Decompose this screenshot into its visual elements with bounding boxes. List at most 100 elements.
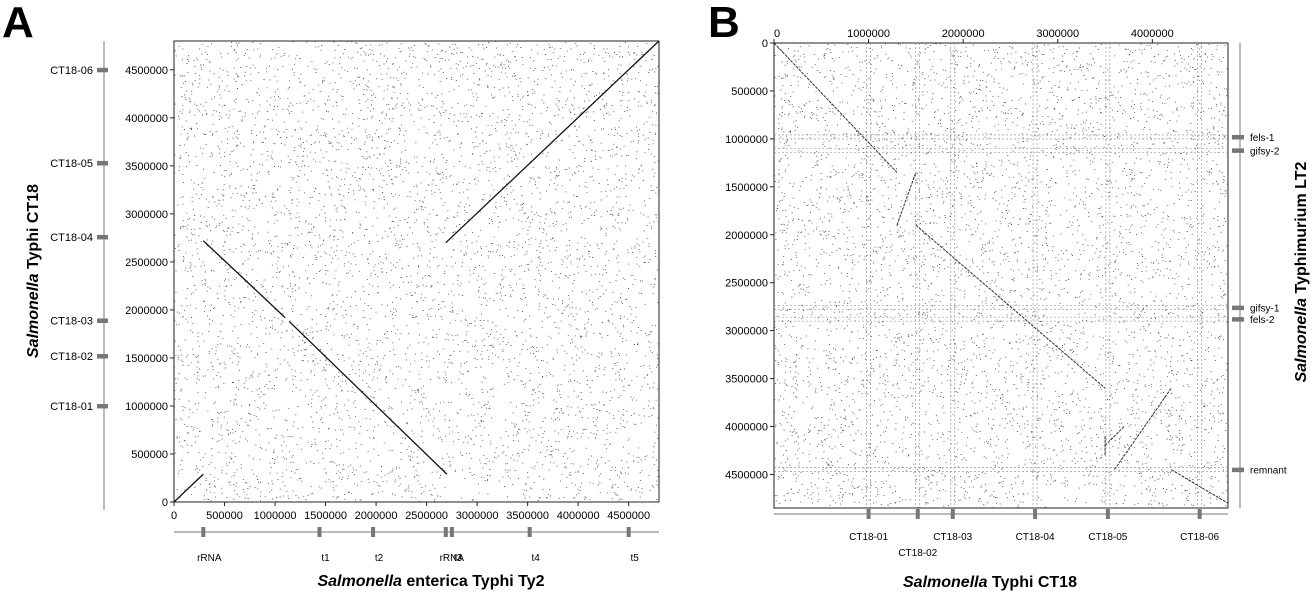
panel-a-y-tick-label: 4000000 (125, 113, 168, 125)
panel-a-y-feature-label: CT18-05 (50, 158, 93, 170)
panel-a-x-feature-label: t1 (321, 553, 330, 564)
panel-a-x-feature-label: rRNA (197, 553, 222, 564)
panel-a-y-tick-label: 2500000 (125, 257, 168, 269)
panel-b-alignment-segment (1104, 426, 1125, 447)
panel-a-y-feature-label: CT18-01 (50, 401, 93, 413)
panel-a-y-tick-label: 1500000 (125, 353, 168, 365)
panel-b-x-tick-label: 3000000 (1036, 28, 1079, 40)
panel-b-y-feature-label: fels-1 (1250, 133, 1275, 144)
panel-b-x-feature-marker (1033, 509, 1038, 519)
panel-a-x-feature-marker (201, 527, 206, 537)
panel-a-alignments (174, 41, 659, 502)
panel-a-x-tick-label: 1000000 (254, 510, 297, 522)
panel-b-x-feature-marker (950, 509, 955, 519)
panel-b-letter: B (708, 0, 740, 47)
panel-a-x-tick-label: 3000000 (456, 510, 499, 522)
panel-b-noise-dots (774, 43, 1228, 508)
panel-b-x-feature-label: CT18-05 (1088, 532, 1127, 543)
panel-b-y-tick-label: 500000 (731, 86, 768, 98)
panel-a-x-feature-marker (527, 527, 532, 537)
panel-a-y-feature-marker (97, 160, 108, 166)
panel-b-x-axis-title: Salmonella Typhi CT18 (903, 574, 1077, 591)
panel-b-x-feature-label: CT18-04 (1016, 532, 1055, 543)
panel-a-x-tick-label: 0 (171, 510, 177, 522)
panel-b-y-feature-label: remnant (1250, 466, 1287, 477)
panel-a-x-tick-label: 2000000 (355, 510, 398, 522)
panel-a-y-feature-label: CT18-03 (50, 315, 93, 327)
panel-b-alignments (774, 43, 1228, 504)
panel-b-noise (774, 43, 1228, 508)
panel-b-dot-plot: 0 1000000 2000000 3000000 4000000 0 500000 1000… (725, 28, 1310, 591)
panel-b-ticks: 0 1000000 2000000 3000000 4000000 0 500000 1000… (725, 28, 1174, 481)
panel-a-x-feature-marker (317, 527, 322, 537)
panel-b-x-tick-label: 0 (774, 28, 780, 40)
panel-a-y-axis-title: Salmonella Typhi CT18 (25, 184, 42, 358)
panel-a-y-feature-marker (97, 318, 108, 323)
panel-b-y-axis-title: Salmonella Typhimurium LT2 (1293, 162, 1310, 383)
panel-b-x-tick-label: 2000000 (942, 28, 985, 40)
panel-b-x-feature-label: CT18-01 (849, 532, 888, 543)
panel-a-x-feature-marker (626, 527, 631, 537)
panel-a-x-tick-label: 2500000 (405, 510, 448, 522)
panel-b-alignment-segment (896, 172, 917, 226)
panel-a-y-tick-label: 4500000 (125, 65, 168, 77)
panel-b-alignment-segment (774, 43, 898, 173)
panel-a-alignment-segment (174, 473, 204, 502)
panel-b-y-feature-marker (1232, 305, 1244, 311)
panel-a-y-tick-label: 3000000 (125, 209, 168, 221)
panel-a-noise (174, 41, 659, 502)
panel-a-y-tick-label: 1000000 (125, 401, 168, 413)
panel-b-feature-lines (774, 43, 1228, 508)
panel-b-y-feature-marker (1232, 134, 1244, 140)
panel-a-x-tick-label: 4500000 (607, 510, 650, 522)
panel-a-x-feature-marker (443, 527, 448, 537)
panel-a-letter: A (2, 0, 34, 47)
panel-b-x-feature-marker (866, 509, 871, 519)
panel-b-features: CT18-01 CT18-02 CT18-03 CT18-04 CT18-05 CT18-… (849, 133, 1287, 559)
panel-b-x-feature-marker (915, 509, 920, 519)
panel-a-y-tick-label: 3500000 (125, 161, 168, 173)
panel-b-y-tick-label: 0 (762, 38, 768, 50)
panel-a-x-feature-marker (371, 527, 376, 537)
panel-a-x-tick-label: 3500000 (506, 510, 549, 522)
panel-b-x-feature-label: CT18-03 (933, 532, 972, 543)
panel-b-y-tick-label: 1500000 (725, 182, 768, 194)
panel-b-alignment-segment (915, 224, 1106, 389)
panel-b-x-tick-label: 1000000 (847, 28, 890, 40)
panel-b-x-feature-label: CT18-02 (898, 548, 937, 559)
panel-a-alignment-segment (202, 240, 286, 319)
panel-b-y-tick-label: 2500000 (725, 278, 768, 290)
panel-a-noise-dots (174, 41, 659, 502)
panel-b-y-tick-label: 4500000 (725, 469, 768, 481)
panel-a-ticks: 0 500000 1000000 1500000 2000000 2500000 30000… (125, 65, 650, 522)
panel-a-alignment-segment (445, 41, 659, 244)
panel-b-y-feature-label: fels-2 (1250, 315, 1275, 326)
panel-a-y-feature-marker (97, 403, 108, 409)
panel-b-y-tick-label: 2000000 (725, 230, 768, 242)
panel-b-x-feature-marker (1197, 509, 1202, 519)
panel-b-plot-frame (773, 42, 1229, 509)
panel-a-alignment-segment (288, 320, 448, 475)
panel-a-x-feature-label: t3 (454, 553, 463, 564)
panel-a-dot-plot: 0 500000 1000000 1500000 2000000 2500000 30000… (25, 40, 660, 590)
panel-a-y-feature-marker (97, 234, 108, 240)
panel-b-alignment-segment (1170, 469, 1228, 504)
panel-a-y-tick-label: 0 (162, 497, 168, 509)
panel-a-x-tick-label: 500000 (206, 510, 243, 522)
panel-a-x-feature-label: t2 (375, 553, 384, 564)
panel-b-x-feature-marker (1105, 509, 1110, 519)
panel-b-y-tick-label: 1000000 (725, 134, 768, 146)
panel-b-y-feature-marker (1232, 467, 1244, 473)
panel-a-x-feature-label: t5 (631, 553, 640, 564)
panel-b-y-feature-label: gifsy-1 (1250, 304, 1280, 315)
panel-b-y-feature-label: gifsy-2 (1250, 146, 1280, 157)
panel-b-y-feature-marker (1232, 148, 1244, 153)
panel-a-y-feature-label: CT18-04 (50, 232, 93, 244)
panel-b-y-feature-marker (1232, 317, 1244, 322)
panel-b-alignment-segment (1114, 387, 1172, 470)
panel-a-x-feature-label: rRNA (440, 553, 465, 564)
panel-a-y-feature-marker (97, 354, 108, 359)
panel-b-x-tick-label: 4000000 (1131, 28, 1174, 40)
panel-a-y-feature-label: CT18-02 (50, 351, 93, 363)
